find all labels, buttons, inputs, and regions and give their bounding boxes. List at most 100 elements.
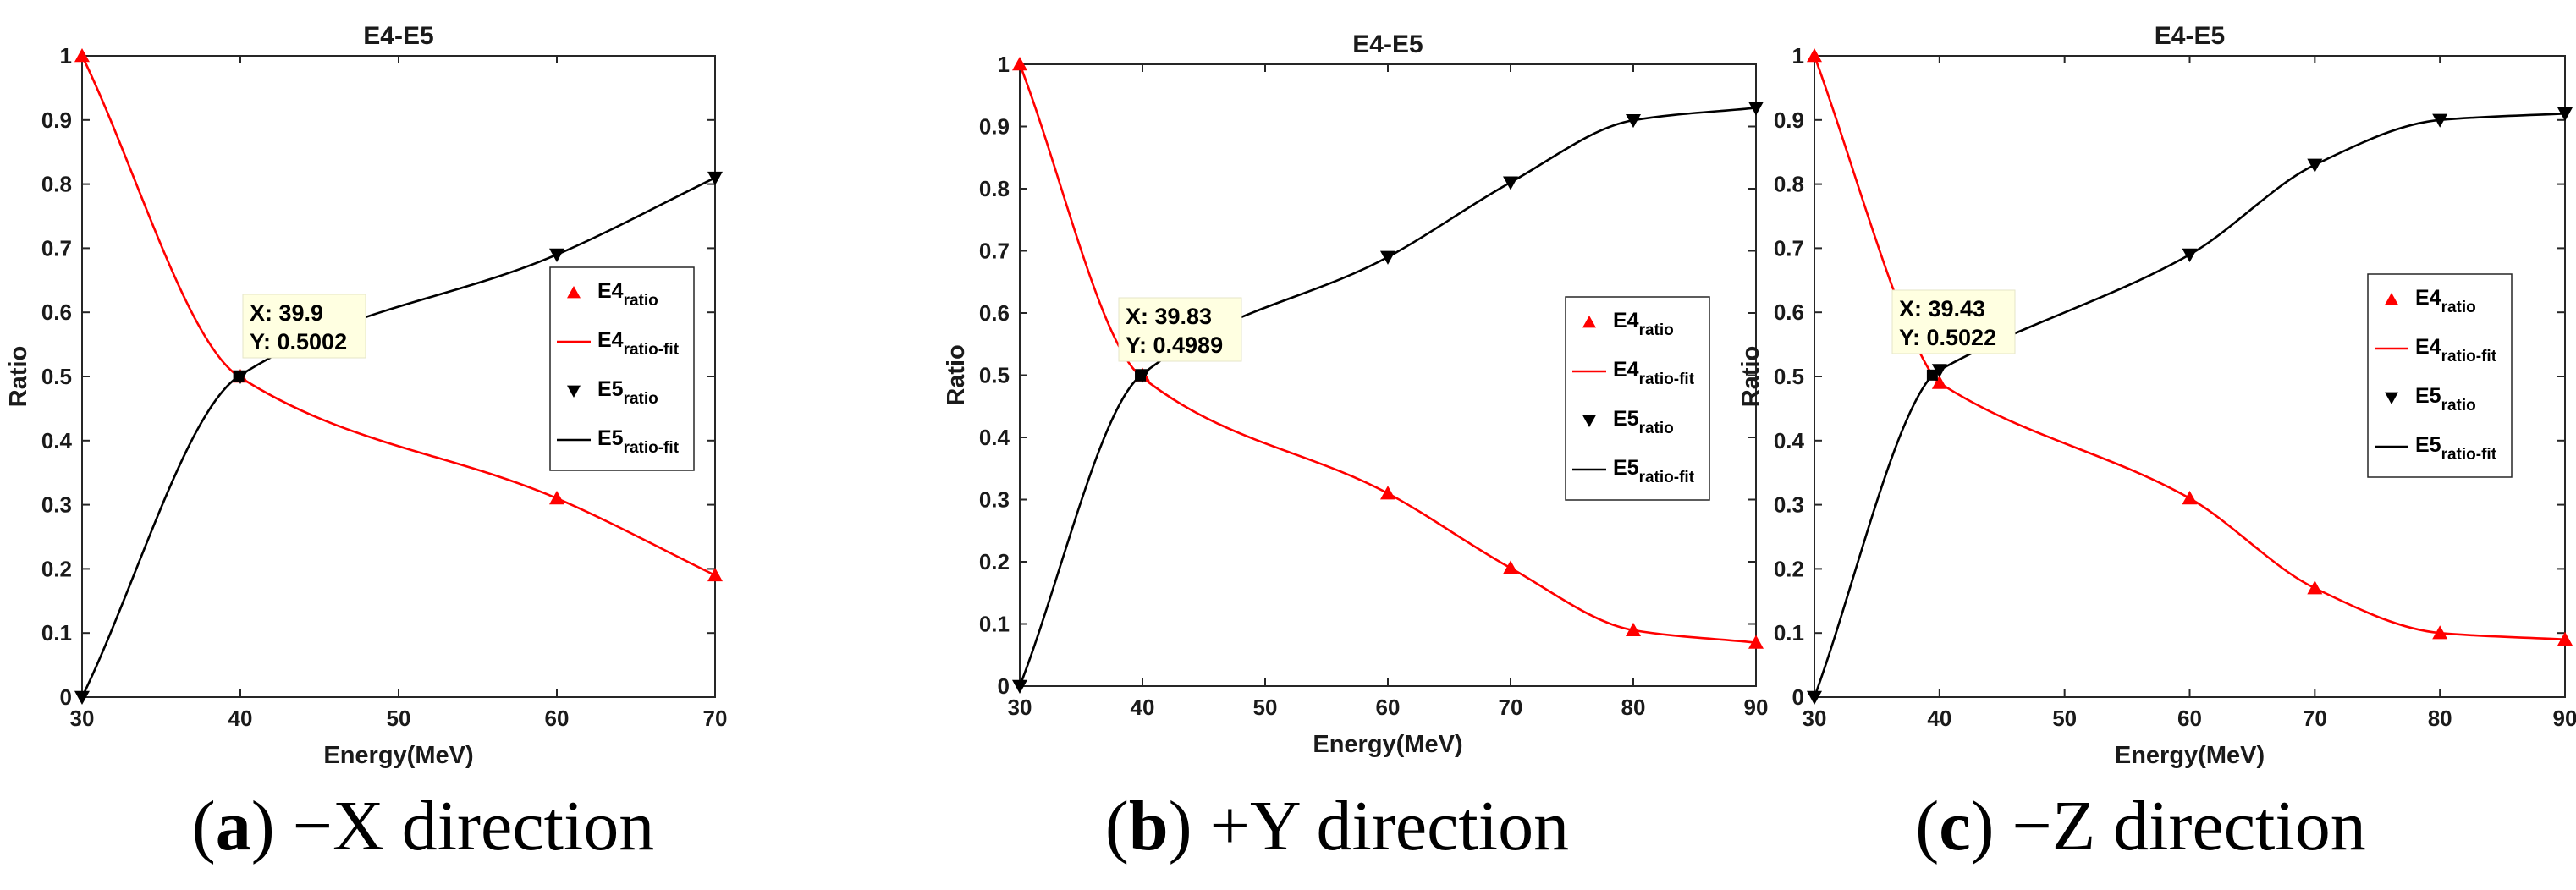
legend-box [2367,273,2513,478]
series-e4-fit-line [80,55,716,577]
x-tick-label: 50 [387,706,411,731]
datatip-y: Y: 0.5002 [250,329,347,354]
e4-point [1012,57,1027,71]
legend-marker-icon [1582,316,1596,328]
y-tick-label: 0.8 [41,172,72,197]
datatip-marker [233,371,245,382]
y-tick-label: 0.4 [41,428,73,453]
y-tick-label: 0.1 [41,620,72,646]
chart-title: E4-E5 [1352,30,1423,58]
e5-point [1380,250,1395,265]
e4-point [2432,625,2448,640]
legend-box [1565,296,1710,501]
e4-point [2557,631,2573,646]
legend-label: E4ratio [597,279,658,310]
y-tick-label: 0.3 [979,487,1010,513]
datatip-marker [1926,369,1938,381]
legend-label: E4ratio-fit [2415,335,2497,365]
y-tick-label: 0.6 [979,300,1010,326]
legend-label-sub: ratio-fit [624,439,680,457]
caption-c: (c) −Z direction [1915,787,2366,865]
series-e5-fit-line [1813,112,2566,698]
y-tick-label: 0.1 [979,612,1010,637]
x-tick-label: 70 [2303,706,2327,731]
legend-label-base: E4 [1613,309,1639,332]
chart-title: E4-E5 [2155,22,2225,50]
y-tick-label: 0.4 [979,425,1010,450]
x-tick-label: 50 [1253,695,1278,720]
legend-label: E5ratio [2415,384,2476,415]
legend-label: E5ratio [597,377,658,408]
y-tick-label: 0.3 [1774,492,1804,518]
y-tick-label: 1 [60,43,72,69]
panel-b: 30 40 50 60 70 80 90 0 0.1 0.2 0.3 0.4 0.5 0.6 0.7 0.8 0… [914,0,1768,890]
y-tick-label: 0.2 [979,549,1010,574]
y-tick-label: 0.6 [41,299,72,325]
legend-label: E4ratio-fit [1613,358,1695,388]
e4-point [74,48,90,63]
datatip-y: Y: 0.5022 [1899,325,1996,350]
x-tick-label: 30 [1803,706,1827,731]
y-tick-label: 0.5 [1774,364,1804,389]
y-tick-label: 0 [998,673,1010,699]
datatip-box [1118,297,1242,362]
e5-point [1748,102,1764,116]
x-tick-label: 30 [70,706,95,731]
legend-label-base: E4 [2415,335,2441,359]
y-axis-label: Ratio [943,344,970,406]
legend-label-base: E4 [1613,358,1639,382]
panel-a: 30 40 50 60 70 0 0.1 0.2 0.3 0.4 0.5 0.6 0.7 0.8 0.9 1 E… [0,0,846,890]
e5-point [1012,679,1027,694]
x-tick-label: 80 [1621,695,1646,720]
y-axis-label: Ratio [1737,346,1764,408]
y-tick-label: 0.7 [1774,235,1804,261]
legend-label-sub: ratio [2441,397,2476,415]
e4-point [1626,622,1641,637]
legend-label: E5ratio [1613,407,1674,437]
y-tick-label: 0.5 [41,364,72,389]
e4-point [2307,580,2323,595]
e5-point [1807,690,1822,705]
e5-point [1503,176,1518,190]
legend-marker-icon [2385,293,2398,305]
y-tick-label: 0.6 [1774,299,1804,325]
y-tick-label: 0.8 [979,176,1010,201]
legend-label-sub: ratio-fit [1639,371,1695,388]
legend-label: E5ratio-fit [1613,456,1695,486]
caption-text: −X direction [274,787,655,865]
x-tick-label: 80 [2428,706,2452,731]
caption-a: (a) −X direction [191,787,655,865]
legend-label-base: E5 [597,377,624,401]
e5-point [2182,248,2198,262]
e5-point [2557,107,2573,122]
legend-label-sub: ratio [624,292,658,310]
y-tick-label: 0.3 [41,492,72,518]
y-axis-label: Ratio [5,346,32,408]
e4-point [1931,375,1947,389]
x-axis-label: Energy(MeV) [2115,742,2265,769]
e5-point [549,248,564,262]
datatip-y: Y: 0.4989 [1126,332,1223,358]
datatip-box [1891,289,2016,354]
legend-label-sub: ratio-fit [2441,446,2497,464]
chart-c: 30 40 50 60 70 80 90 0 0.1 0.2 0.3 0.4 0.5 0.6 0.7 0.8 0… [1737,22,2576,769]
x-tick-label: 90 [1744,695,1769,720]
e4-point [549,491,564,505]
legend-box [549,266,695,471]
caption-text: −Z direction [1994,787,2366,865]
caption-text: +Y direction [1192,787,1570,865]
legend-label-base: E5 [597,426,624,450]
y-tick-label: 0.9 [1774,107,1804,133]
caption-letter: b [1128,787,1169,865]
legend-label-sub: ratio-fit [624,341,680,359]
y-tick-label: 0 [1792,684,1804,710]
y-tick-label: 0.4 [1774,428,1805,453]
datatip: X: 39.43 Y: 0.5022 [1891,289,2016,354]
e5-point [2307,158,2323,173]
y-tick-label: 0.2 [1774,556,1804,581]
e5-point [1626,113,1641,129]
e5-point [1931,364,1947,378]
e5-point [707,171,723,186]
legend-label-base: E4 [2415,286,2441,310]
x-tick-label: 60 [545,706,570,731]
